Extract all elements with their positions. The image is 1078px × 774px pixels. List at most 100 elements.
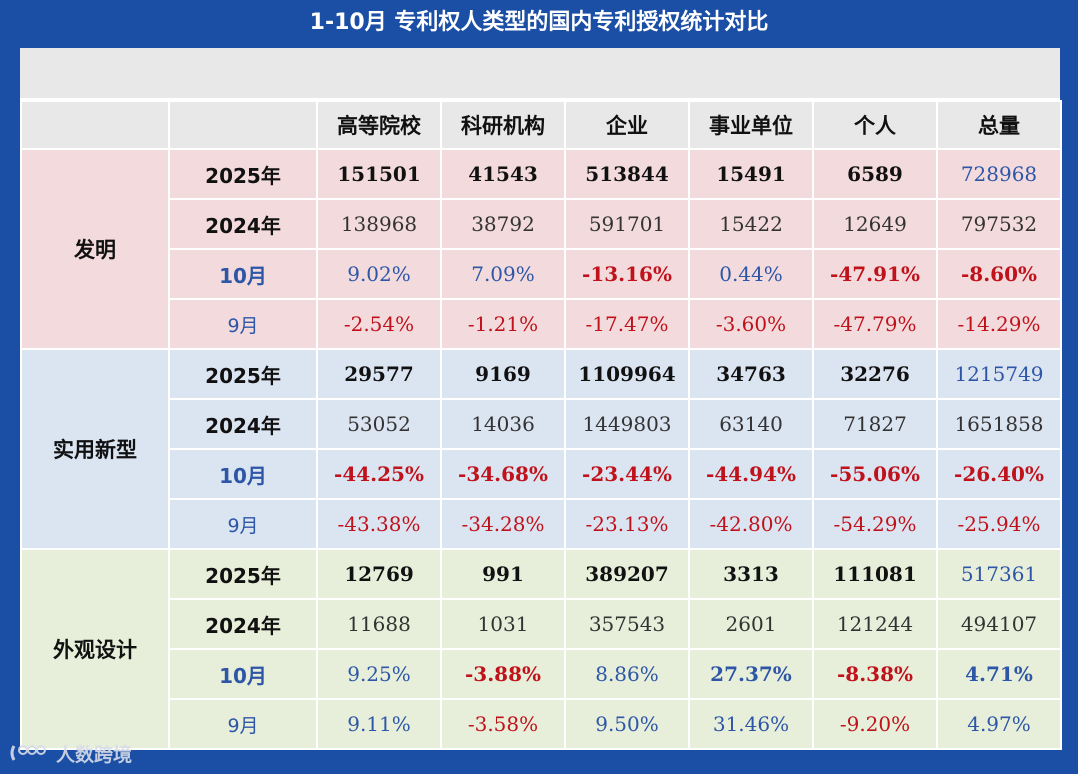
table-cell: -55.06% xyxy=(812,448,938,500)
watermark-logo-icon xyxy=(10,745,46,761)
table-cell: 32276 xyxy=(812,348,938,400)
table-cell: 11688 xyxy=(316,598,442,650)
table-row: 外观设计 2025年 12769 991 389207 3313 111081 517361 xyxy=(20,548,1062,750)
table-cell: 513844 xyxy=(564,148,690,200)
table-cell: -8.38% xyxy=(812,648,938,700)
table-cell: -3.60% xyxy=(688,298,814,350)
table-cell: 1031 xyxy=(440,598,566,650)
page-title: 1-10月 专利权人类型的国内专利授权统计对比 xyxy=(309,10,769,35)
table-cell: 34763 xyxy=(688,348,814,400)
table-cell: 138968 xyxy=(316,198,442,250)
table-cell: -3.88% xyxy=(440,648,566,700)
table-cell: 3313 xyxy=(688,548,814,600)
table-cell: 1449803 xyxy=(564,398,690,450)
table-cell: 728968 xyxy=(936,148,1062,200)
table-cell: -8.60% xyxy=(936,248,1062,300)
table-row: 发明 2025年 151501 41543 513844 15491 6589 728968 xyxy=(20,148,1062,350)
row-label: 9月 xyxy=(168,698,318,750)
table-cell: 151501 xyxy=(316,148,442,200)
corner-cell xyxy=(20,100,170,150)
table-cell: -23.13% xyxy=(564,498,690,550)
column-header: 科研机构 xyxy=(440,100,566,150)
row-label: 2025年 xyxy=(168,348,318,400)
column-header: 企业 xyxy=(564,100,690,150)
table-row: 10月 9.02% 7.09% -13.16% 0.44% -47.91% -8.60% xyxy=(21,248,1062,300)
table-cell: 15491 xyxy=(688,148,814,200)
watermark: 人数跨境 xyxy=(8,738,132,768)
table-cell: 15422 xyxy=(688,198,814,250)
row-label: 2024年 xyxy=(168,198,318,250)
table-cell: 494107 xyxy=(936,598,1062,650)
table-cell: 9.02% xyxy=(316,248,442,300)
table-cell: 121244 xyxy=(812,598,938,650)
table-cell: -44.94% xyxy=(688,448,814,500)
row-label: 9月 xyxy=(168,498,318,550)
table-cell: 111081 xyxy=(812,548,938,600)
row-label: 10月 xyxy=(168,248,318,300)
header-strip xyxy=(20,48,1060,100)
table-cell: -25.94% xyxy=(936,498,1062,550)
table-cell: 29577 xyxy=(316,348,442,400)
table-cell: -17.47% xyxy=(564,298,690,350)
table-panel: 高等院校 科研机构 企业 事业单位 个人 总量 发明 2025年 151501 415… xyxy=(20,48,1062,750)
column-header: 事业单位 xyxy=(688,100,814,150)
table-cell: -13.16% xyxy=(564,248,690,300)
table-cell: 1215749 xyxy=(936,348,1062,400)
table-row: 实用新型 2025年 29577 9169 1109964 34763 32276 12157… xyxy=(20,348,1062,550)
row-label: 10月 xyxy=(168,648,318,700)
table-row: 2024年 138968 38792 591701 15422 12649 797532 xyxy=(21,198,1062,250)
table-cell: 9.25% xyxy=(316,648,442,700)
table-cell: 31.46% xyxy=(688,698,814,750)
table-cell: 517361 xyxy=(936,548,1062,600)
table-cell: 4.71% xyxy=(936,648,1062,700)
table-cell: -44.25% xyxy=(316,448,442,500)
table-cell: -14.29% xyxy=(936,298,1062,350)
watermark-text: 人数跨境 xyxy=(56,743,133,766)
table-cell: 797532 xyxy=(936,198,1062,250)
row-label: 2024年 xyxy=(168,398,318,450)
table-cell: 1651858 xyxy=(936,398,1062,450)
table-cell: 53052 xyxy=(316,398,442,450)
table-row: 9月 -2.54% -1.21% -17.47% -3.60% -47.79% -14.29… xyxy=(21,298,1062,350)
table-cell: 991 xyxy=(440,548,566,600)
category-label: 发明 xyxy=(20,148,170,350)
table-cell: -26.40% xyxy=(936,448,1062,500)
table-cell: 4.97% xyxy=(936,698,1062,750)
table-cell: 8.86% xyxy=(564,648,690,700)
table-cell: 1109964 xyxy=(564,348,690,400)
table-row: 10月 9.25% -3.88% 8.86% 27.37% -8.38% 4.71% xyxy=(21,648,1062,700)
table-cell: 71827 xyxy=(812,398,938,450)
table-cell: -3.58% xyxy=(440,698,566,750)
row-label: 10月 xyxy=(168,448,318,500)
table-cell: 357543 xyxy=(564,598,690,650)
stats-table: 高等院校 科研机构 企业 事业单位 个人 总量 发明 2025年 151501 415… xyxy=(20,100,1062,750)
table-cell: 2601 xyxy=(688,598,814,650)
table-cell: -42.80% xyxy=(688,498,814,550)
table-cell: 9.11% xyxy=(316,698,442,750)
table-cell: 14036 xyxy=(440,398,566,450)
category-label: 外观设计 xyxy=(20,548,170,750)
table-row: 2024年 11688 1031 357543 2601 121244 494107 xyxy=(21,598,1062,650)
row-label: 2024年 xyxy=(168,598,318,650)
table-cell: 38792 xyxy=(440,198,566,250)
column-header: 高等院校 xyxy=(316,100,442,150)
table-cell: -1.21% xyxy=(440,298,566,350)
header-row: 高等院校 科研机构 企业 事业单位 个人 总量 xyxy=(20,100,1062,150)
column-header: 总量 xyxy=(936,100,1062,150)
column-header: 个人 xyxy=(812,100,938,150)
table-cell: 6589 xyxy=(812,148,938,200)
table-cell: 63140 xyxy=(688,398,814,450)
table-cell: -43.38% xyxy=(316,498,442,550)
table-cell: 9.50% xyxy=(564,698,690,750)
table-cell: 0.44% xyxy=(688,248,814,300)
table-row: 9月 -43.38% -34.28% -23.13% -42.80% -54.29% -25… xyxy=(21,498,1062,550)
table-row: 9月 9.11% -3.58% 9.50% 31.46% -9.20% 4.97% xyxy=(21,698,1062,750)
table-cell: 12649 xyxy=(812,198,938,250)
table-cell: -47.79% xyxy=(812,298,938,350)
table-cell: -54.29% xyxy=(812,498,938,550)
table-cell: 12769 xyxy=(316,548,442,600)
table-row: 10月 -44.25% -34.68% -23.44% -44.94% -55.06% -2… xyxy=(21,448,1062,500)
corner-cell xyxy=(168,100,318,150)
row-label: 9月 xyxy=(168,298,318,350)
table-cell: -34.28% xyxy=(440,498,566,550)
